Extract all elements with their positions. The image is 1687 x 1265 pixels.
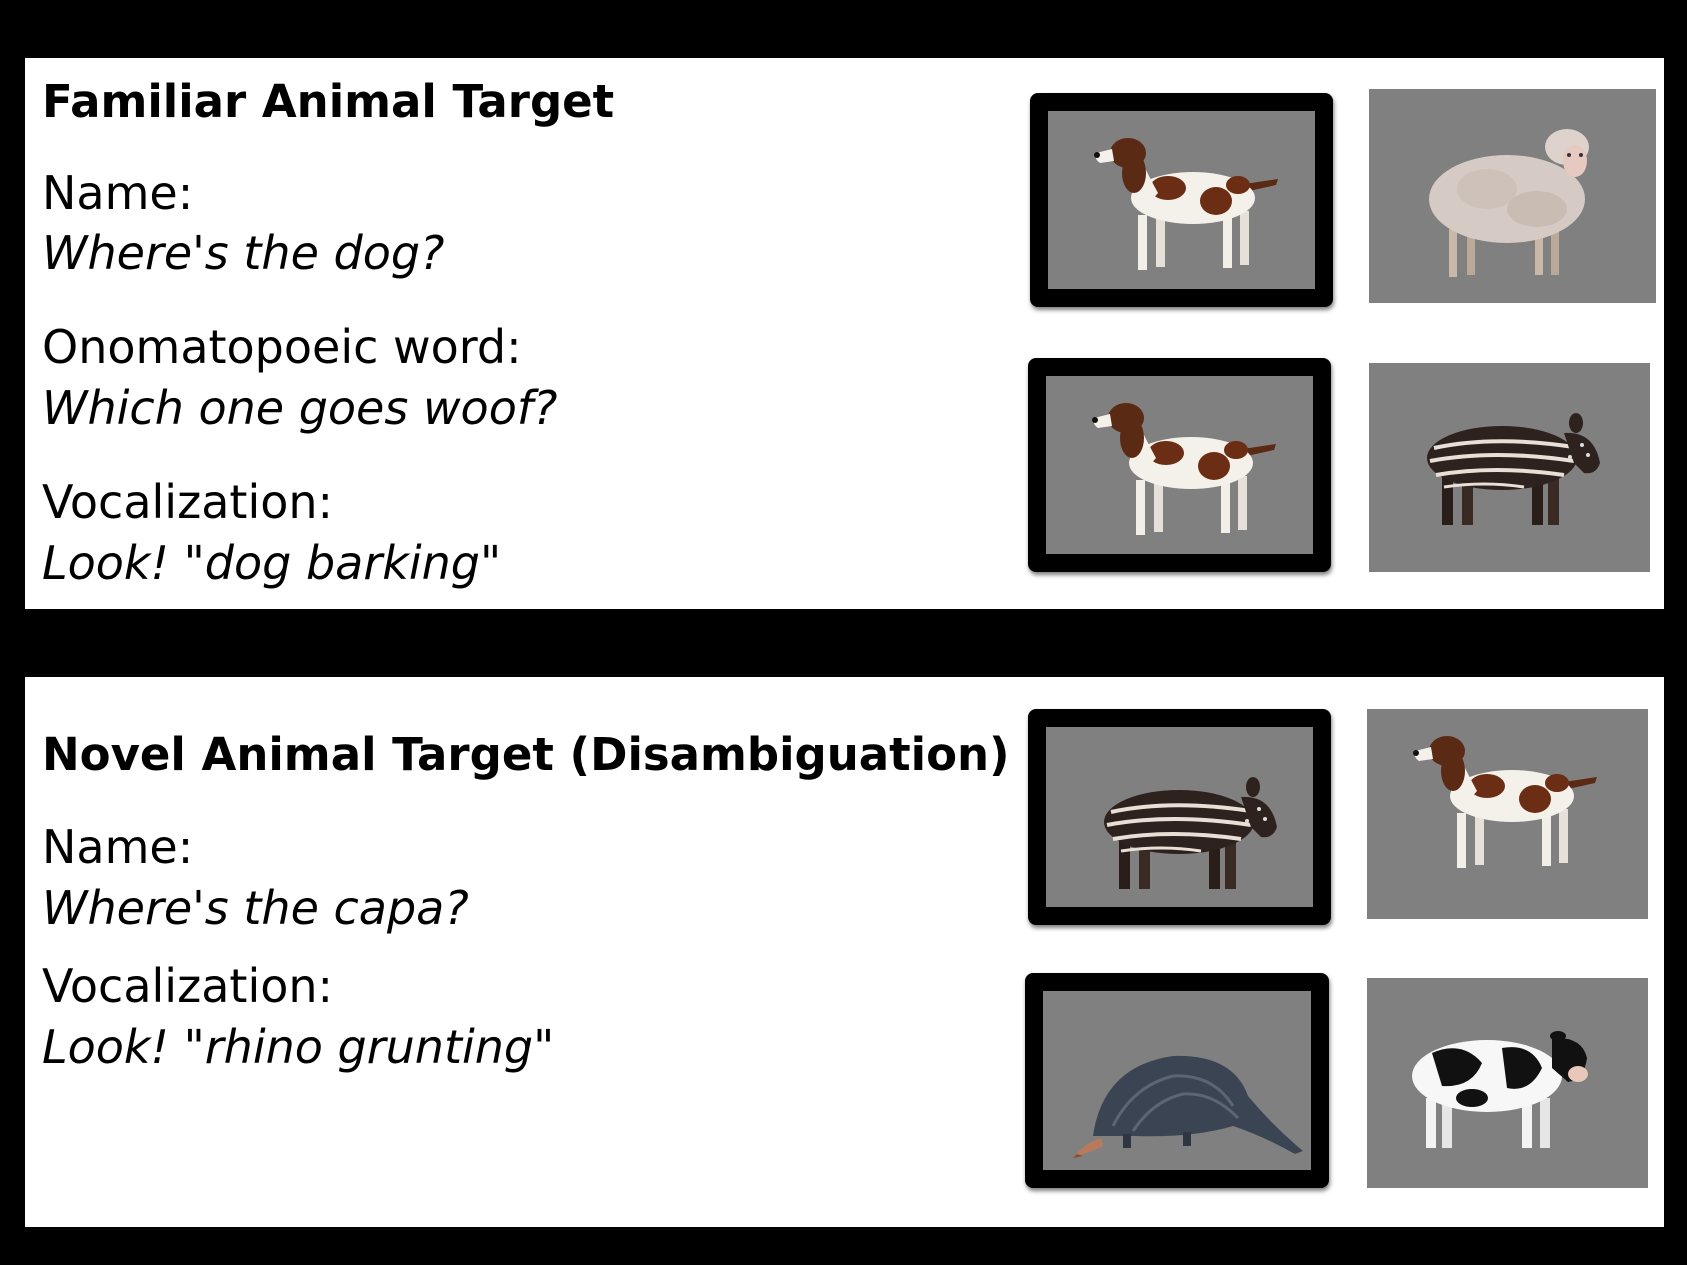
sheep-icon: [1429, 129, 1589, 277]
familiar-onomatopoeia-prompt: Which one goes woof?: [42, 381, 558, 435]
distractor-tile-dog: [1367, 709, 1648, 919]
familiar-onomatopoeia-label: Onomatopoeic word:: [42, 320, 522, 374]
distractor-tile-cow: [1367, 978, 1648, 1188]
novel-title: Novel Animal Target (Disambiguation): [42, 728, 1010, 781]
dog-icon: [1092, 403, 1276, 535]
target-tile-dog-2: [1028, 358, 1331, 572]
familiar-vocalization-prompt: Look! "dog barking": [42, 536, 502, 590]
familiar-name-label: Name:: [42, 166, 194, 220]
familiar-animal-panel: Familiar Animal Target Name: Where's the…: [25, 58, 1664, 609]
tapir-icon: [1102, 775, 1279, 891]
familiar-vocalization-label: Vocalization:: [42, 475, 334, 529]
familiar-title: Familiar Animal Target: [42, 75, 615, 128]
target-tile-pangolin: [1025, 973, 1329, 1188]
cow-icon: [1412, 1031, 1588, 1148]
distractor-tile-sheep: [1369, 89, 1656, 303]
novel-name-label: Name:: [42, 820, 194, 874]
novel-vocalization-prompt: Look! "rhino grunting": [42, 1020, 555, 1074]
dog-icon: [1413, 736, 1597, 868]
target-tile-dog: [1030, 93, 1333, 307]
pangolin-icon: [1071, 1054, 1305, 1160]
target-tile-tapir: [1028, 709, 1331, 925]
dog-icon: [1094, 138, 1278, 270]
novel-name-prompt: Where's the capa?: [42, 881, 469, 935]
familiar-name-prompt: Where's the dog?: [42, 226, 445, 280]
novel-vocalization-label: Vocalization:: [42, 959, 334, 1013]
novel-animal-panel: Novel Animal Target (Disambiguation) Nam…: [25, 677, 1664, 1227]
distractor-tile-tapir: [1369, 363, 1650, 572]
tapir-icon: [1425, 411, 1602, 527]
